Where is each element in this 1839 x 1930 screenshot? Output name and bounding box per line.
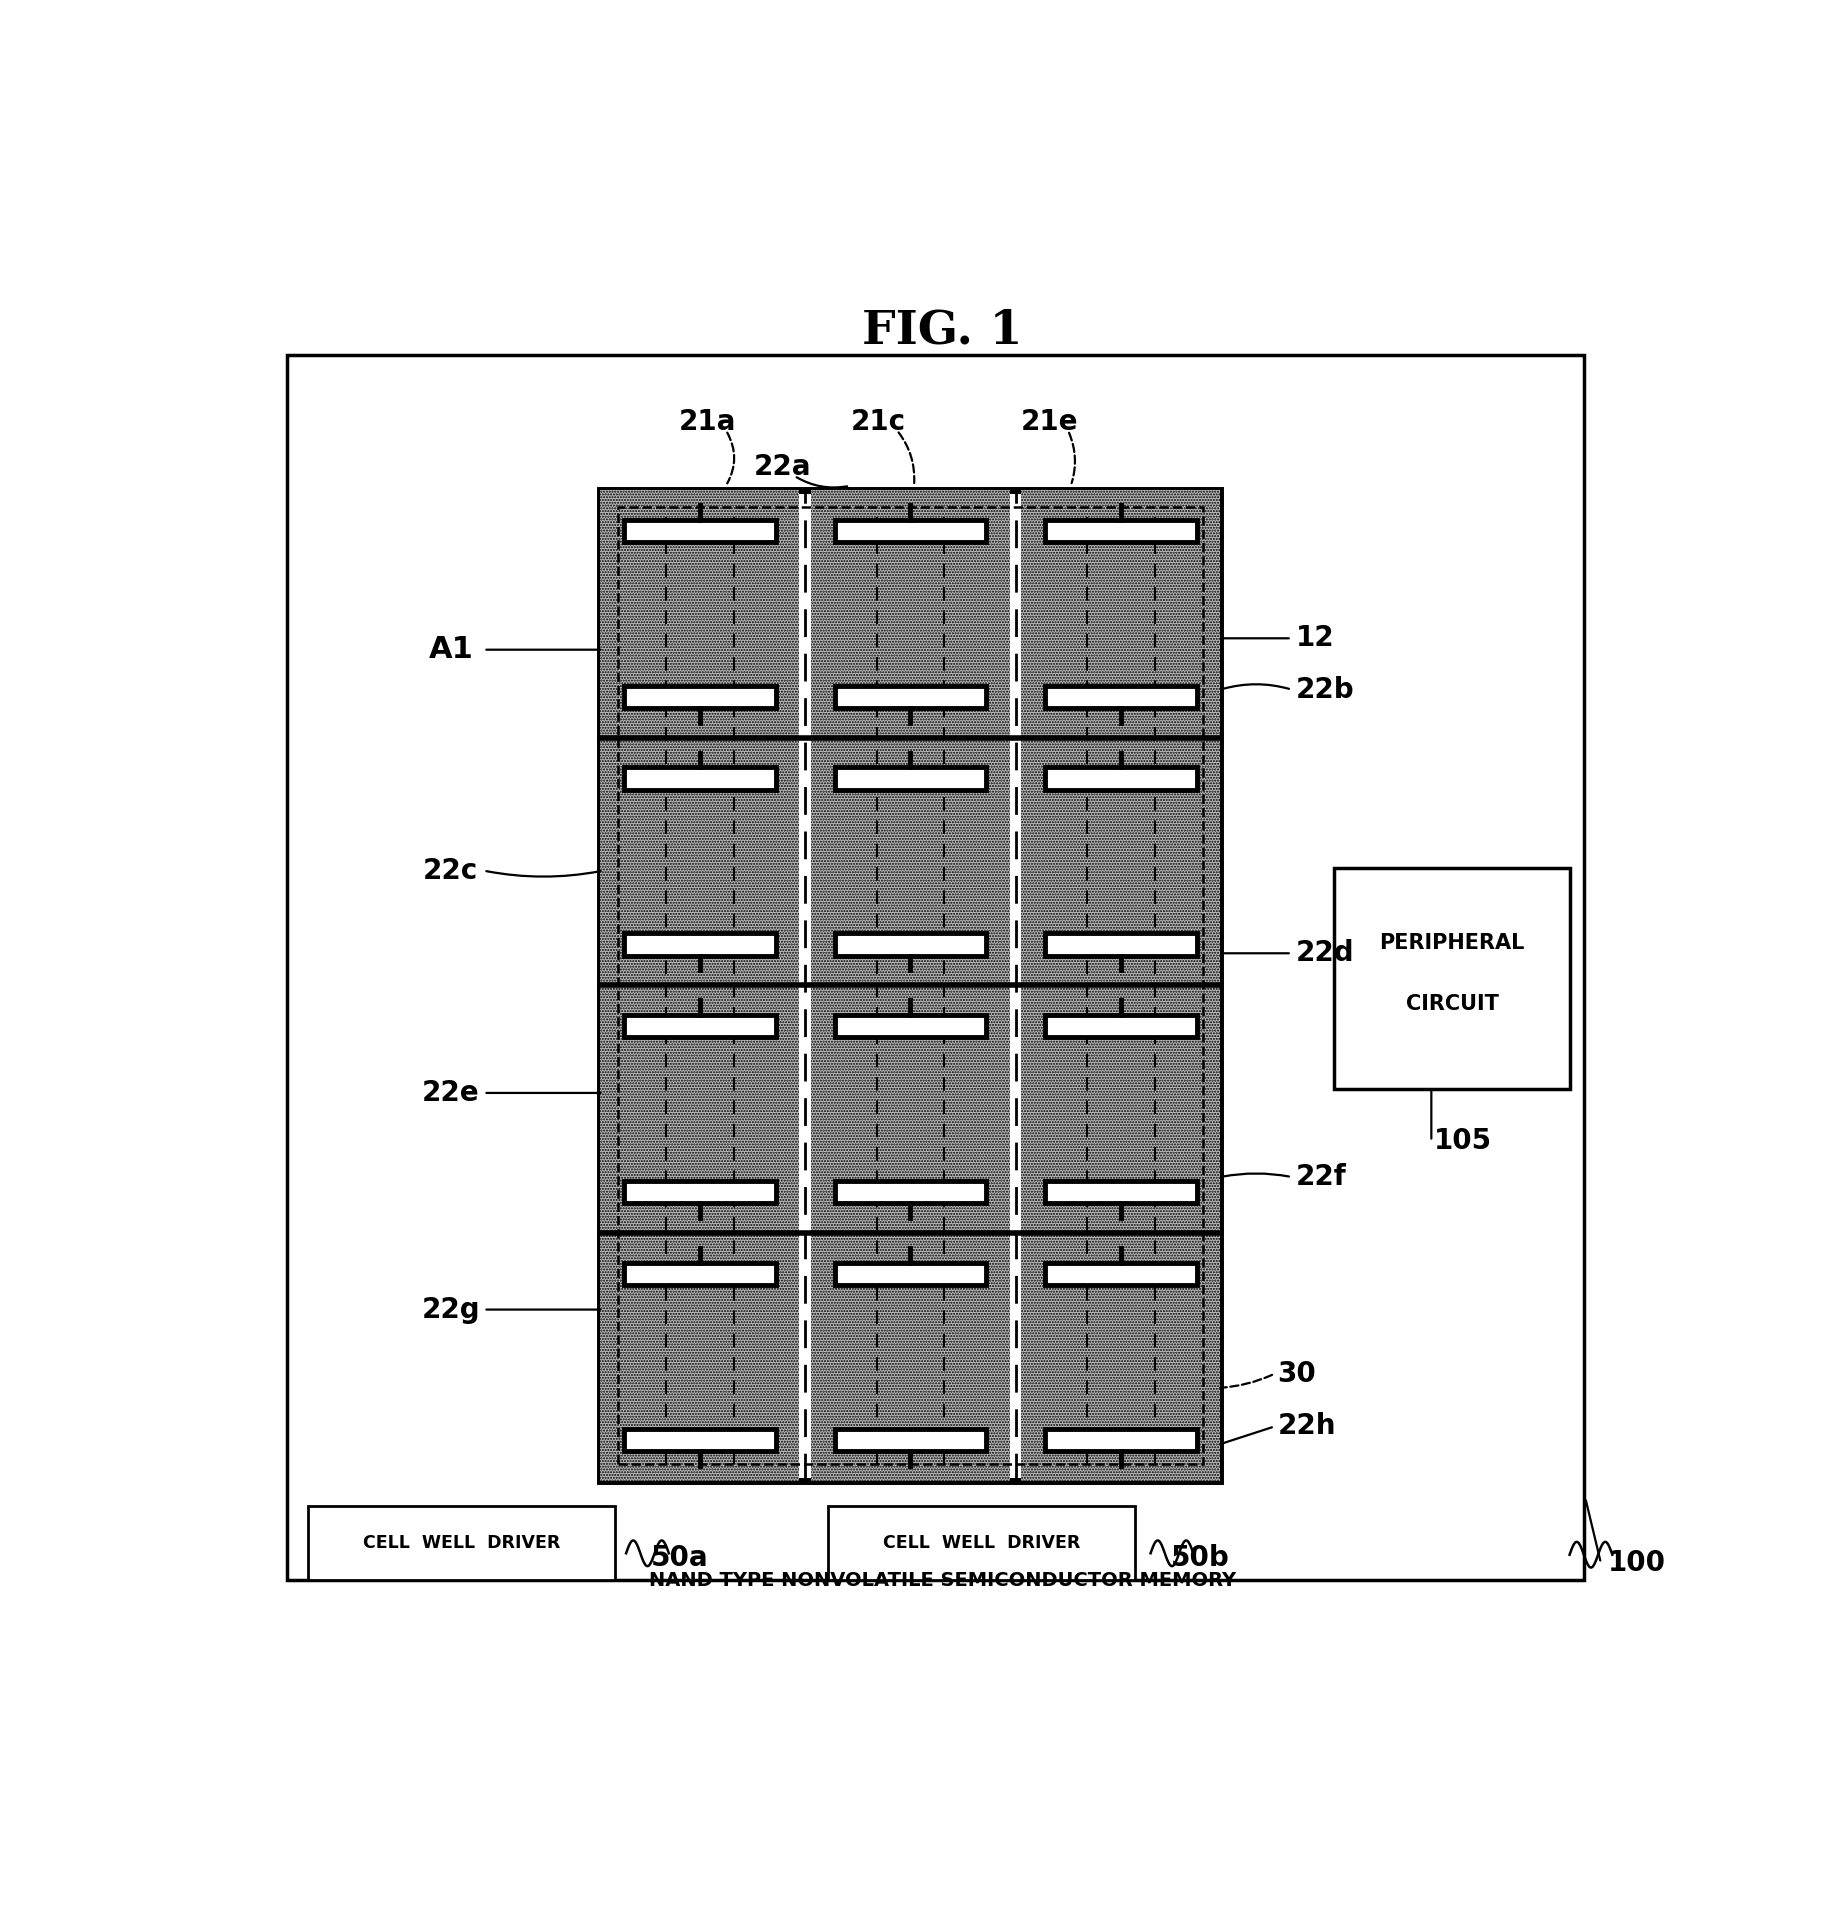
Bar [309, 1505, 614, 1581]
Bar [623, 1428, 776, 1451]
Bar [1021, 986, 1221, 1233]
Text: CELL  WELL  DRIVER: CELL WELL DRIVER [883, 1534, 1079, 1552]
Bar [287, 355, 1583, 1581]
Text: 21e: 21e [1021, 407, 1078, 436]
Text: NAND TYPE NONVOLATILE SEMICONDUCTOR MEMORY: NAND TYPE NONVOLATILE SEMICONDUCTOR MEMO… [649, 1571, 1236, 1590]
Bar [1045, 934, 1197, 955]
Bar [811, 1233, 1010, 1480]
Bar [835, 1262, 986, 1285]
Bar [1021, 737, 1221, 986]
Bar [600, 490, 1221, 1480]
Bar [835, 1181, 986, 1202]
Text: CIRCUIT: CIRCUIT [1405, 994, 1499, 1013]
Bar [623, 1015, 776, 1036]
Bar [623, 768, 776, 789]
Text: FIG. 1: FIG. 1 [862, 307, 1022, 353]
Bar [835, 1015, 986, 1036]
Text: 50a: 50a [651, 1544, 708, 1571]
Bar [600, 986, 800, 1233]
Bar [811, 490, 1010, 737]
Bar [1021, 737, 1221, 986]
Text: 22h: 22h [1278, 1413, 1335, 1440]
Text: 22d: 22d [1296, 940, 1355, 967]
Bar [600, 1233, 800, 1480]
Bar [600, 1233, 800, 1480]
Bar [811, 737, 1010, 986]
Text: 12: 12 [1296, 623, 1335, 652]
Bar [1045, 1181, 1197, 1202]
Text: 22c: 22c [423, 857, 478, 884]
Bar [1021, 1233, 1221, 1480]
Bar [600, 490, 800, 737]
Text: 22f: 22f [1296, 1164, 1346, 1191]
Text: 22g: 22g [421, 1295, 480, 1324]
Bar [1335, 868, 1571, 1089]
Bar [835, 1428, 986, 1451]
Text: 22e: 22e [421, 1079, 480, 1108]
Bar [600, 986, 800, 1233]
Bar [811, 986, 1010, 1233]
Text: A1: A1 [428, 635, 473, 664]
Text: 22b: 22b [1296, 676, 1355, 704]
Bar [1021, 986, 1221, 1233]
Bar [835, 934, 986, 955]
Text: 50b: 50b [1171, 1544, 1228, 1571]
Bar [835, 685, 986, 708]
Text: 100: 100 [1607, 1550, 1666, 1577]
Bar [1045, 768, 1197, 789]
Bar [1021, 490, 1221, 737]
Bar [1021, 490, 1221, 737]
Bar [1045, 685, 1197, 708]
Bar [623, 1262, 776, 1285]
Text: CELL  WELL  DRIVER: CELL WELL DRIVER [362, 1534, 561, 1552]
Bar [600, 737, 800, 986]
Text: 30: 30 [1278, 1361, 1317, 1388]
Bar [623, 934, 776, 955]
Bar [618, 508, 1203, 1463]
Bar [623, 519, 776, 542]
Bar [835, 768, 986, 789]
Bar [835, 519, 986, 542]
Bar [623, 1181, 776, 1202]
Bar [811, 490, 1010, 737]
Text: 21c: 21c [851, 407, 907, 436]
Text: PERIPHERAL: PERIPHERAL [1379, 932, 1525, 953]
Bar [600, 737, 800, 986]
Bar [623, 685, 776, 708]
Bar [828, 1505, 1135, 1581]
Bar [811, 1233, 1010, 1480]
Bar [1045, 1428, 1197, 1451]
Bar [1045, 1015, 1197, 1036]
Bar [1045, 519, 1197, 542]
Text: 105: 105 [1434, 1127, 1491, 1156]
Bar [1045, 1262, 1197, 1285]
Bar [811, 986, 1010, 1233]
Text: 22a: 22a [754, 454, 811, 481]
Bar [811, 737, 1010, 986]
Bar [600, 490, 800, 737]
Text: 21a: 21a [679, 407, 736, 436]
Bar [1021, 1233, 1221, 1480]
